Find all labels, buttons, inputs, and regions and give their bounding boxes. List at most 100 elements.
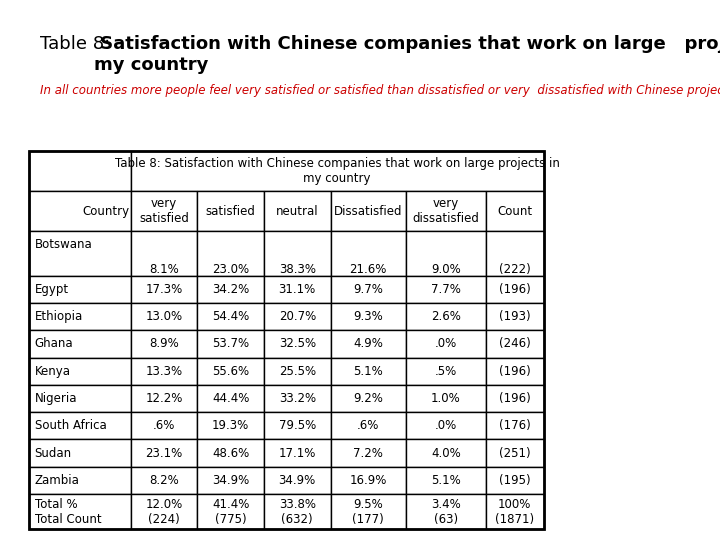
Text: 7.2%: 7.2% <box>354 447 383 460</box>
Text: very
satisfied: very satisfied <box>139 197 189 225</box>
Bar <box>330 412 406 440</box>
Bar <box>330 231 406 276</box>
Bar <box>29 440 131 467</box>
Bar <box>486 276 544 303</box>
Bar <box>486 385 544 412</box>
Text: 54.4%: 54.4% <box>212 310 249 323</box>
Bar <box>406 494 486 529</box>
Bar <box>486 440 544 467</box>
Text: 1.0%: 1.0% <box>431 392 461 405</box>
Text: 25.5%: 25.5% <box>279 364 316 377</box>
Text: (246): (246) <box>499 338 531 350</box>
Bar <box>330 303 406 330</box>
Bar <box>406 330 486 357</box>
Bar <box>486 330 544 357</box>
Bar <box>131 440 197 467</box>
Text: Zambia: Zambia <box>35 474 79 487</box>
Text: .5%: .5% <box>435 364 457 377</box>
Bar <box>486 231 544 276</box>
Bar <box>197 440 264 467</box>
Text: South Africa: South Africa <box>35 419 107 432</box>
Text: 33.2%: 33.2% <box>279 392 316 405</box>
Text: Table 8:: Table 8: <box>40 35 116 53</box>
Text: 31.1%: 31.1% <box>279 283 316 296</box>
Bar <box>131 303 197 330</box>
Text: 9.0%: 9.0% <box>431 262 461 275</box>
Text: Dissatisfied: Dissatisfied <box>334 205 402 218</box>
Bar <box>131 151 544 191</box>
Text: 23.0%: 23.0% <box>212 262 249 275</box>
Bar <box>330 330 406 357</box>
Bar <box>406 412 486 440</box>
Text: 100%
(1871): 100% (1871) <box>495 497 534 525</box>
Bar <box>264 357 330 385</box>
Text: 7.7%: 7.7% <box>431 283 461 296</box>
Bar <box>406 303 486 330</box>
Bar <box>197 330 264 357</box>
Bar <box>406 385 486 412</box>
Text: 3.4%
(63): 3.4% (63) <box>431 497 461 525</box>
Bar <box>29 276 131 303</box>
Bar <box>264 191 330 231</box>
Bar <box>406 467 486 494</box>
Text: 5.1%: 5.1% <box>354 364 383 377</box>
Bar <box>197 412 264 440</box>
Bar <box>29 330 131 357</box>
Text: 2.6%: 2.6% <box>431 310 461 323</box>
Bar <box>330 385 406 412</box>
Bar <box>264 440 330 467</box>
Bar <box>197 303 264 330</box>
Bar <box>29 231 131 276</box>
Text: 16.9%: 16.9% <box>350 474 387 487</box>
Bar <box>406 276 486 303</box>
Text: 19.3%: 19.3% <box>212 419 249 432</box>
Text: 34.9%: 34.9% <box>279 474 316 487</box>
Bar <box>197 276 264 303</box>
Text: .6%: .6% <box>357 419 379 432</box>
Bar <box>29 467 131 494</box>
Text: 9.7%: 9.7% <box>354 283 383 296</box>
Bar <box>486 357 544 385</box>
Text: 34.9%: 34.9% <box>212 474 249 487</box>
Bar <box>197 357 264 385</box>
Bar <box>29 191 131 231</box>
Bar <box>197 467 264 494</box>
Text: 13.0%: 13.0% <box>145 310 183 323</box>
Bar <box>330 467 406 494</box>
Text: (196): (196) <box>499 283 531 296</box>
Bar <box>406 191 486 231</box>
Text: 9.2%: 9.2% <box>354 392 383 405</box>
Bar <box>197 385 264 412</box>
Bar <box>29 357 131 385</box>
Bar <box>29 385 131 412</box>
Bar <box>486 467 544 494</box>
Text: 48.6%: 48.6% <box>212 447 249 460</box>
Text: (222): (222) <box>499 262 531 275</box>
Text: 17.3%: 17.3% <box>145 283 183 296</box>
Text: 55.6%: 55.6% <box>212 364 249 377</box>
Text: .0%: .0% <box>435 419 457 432</box>
Bar <box>131 412 197 440</box>
Bar <box>131 276 197 303</box>
Bar <box>264 412 330 440</box>
Bar <box>197 231 264 276</box>
Text: Nigeria: Nigeria <box>35 392 77 405</box>
Bar <box>197 191 264 231</box>
Bar <box>486 494 544 529</box>
Text: Botswana: Botswana <box>35 238 92 251</box>
Text: 8.2%: 8.2% <box>149 474 179 487</box>
Text: 38.3%: 38.3% <box>279 262 316 275</box>
Text: 33.8%
(632): 33.8% (632) <box>279 497 316 525</box>
Text: neutral: neutral <box>276 205 319 218</box>
Text: 13.3%: 13.3% <box>145 364 183 377</box>
Text: In all countries more people feel very satisfied or satisfied than dissatisfied : In all countries more people feel very s… <box>40 84 720 97</box>
Text: Ghana: Ghana <box>35 338 73 350</box>
Bar <box>264 231 330 276</box>
Text: 9.3%: 9.3% <box>354 310 383 323</box>
Text: 4.0%: 4.0% <box>431 447 461 460</box>
Bar <box>264 385 330 412</box>
Text: 53.7%: 53.7% <box>212 338 249 350</box>
Bar <box>406 440 486 467</box>
Bar <box>330 276 406 303</box>
Text: 21.6%: 21.6% <box>350 262 387 275</box>
